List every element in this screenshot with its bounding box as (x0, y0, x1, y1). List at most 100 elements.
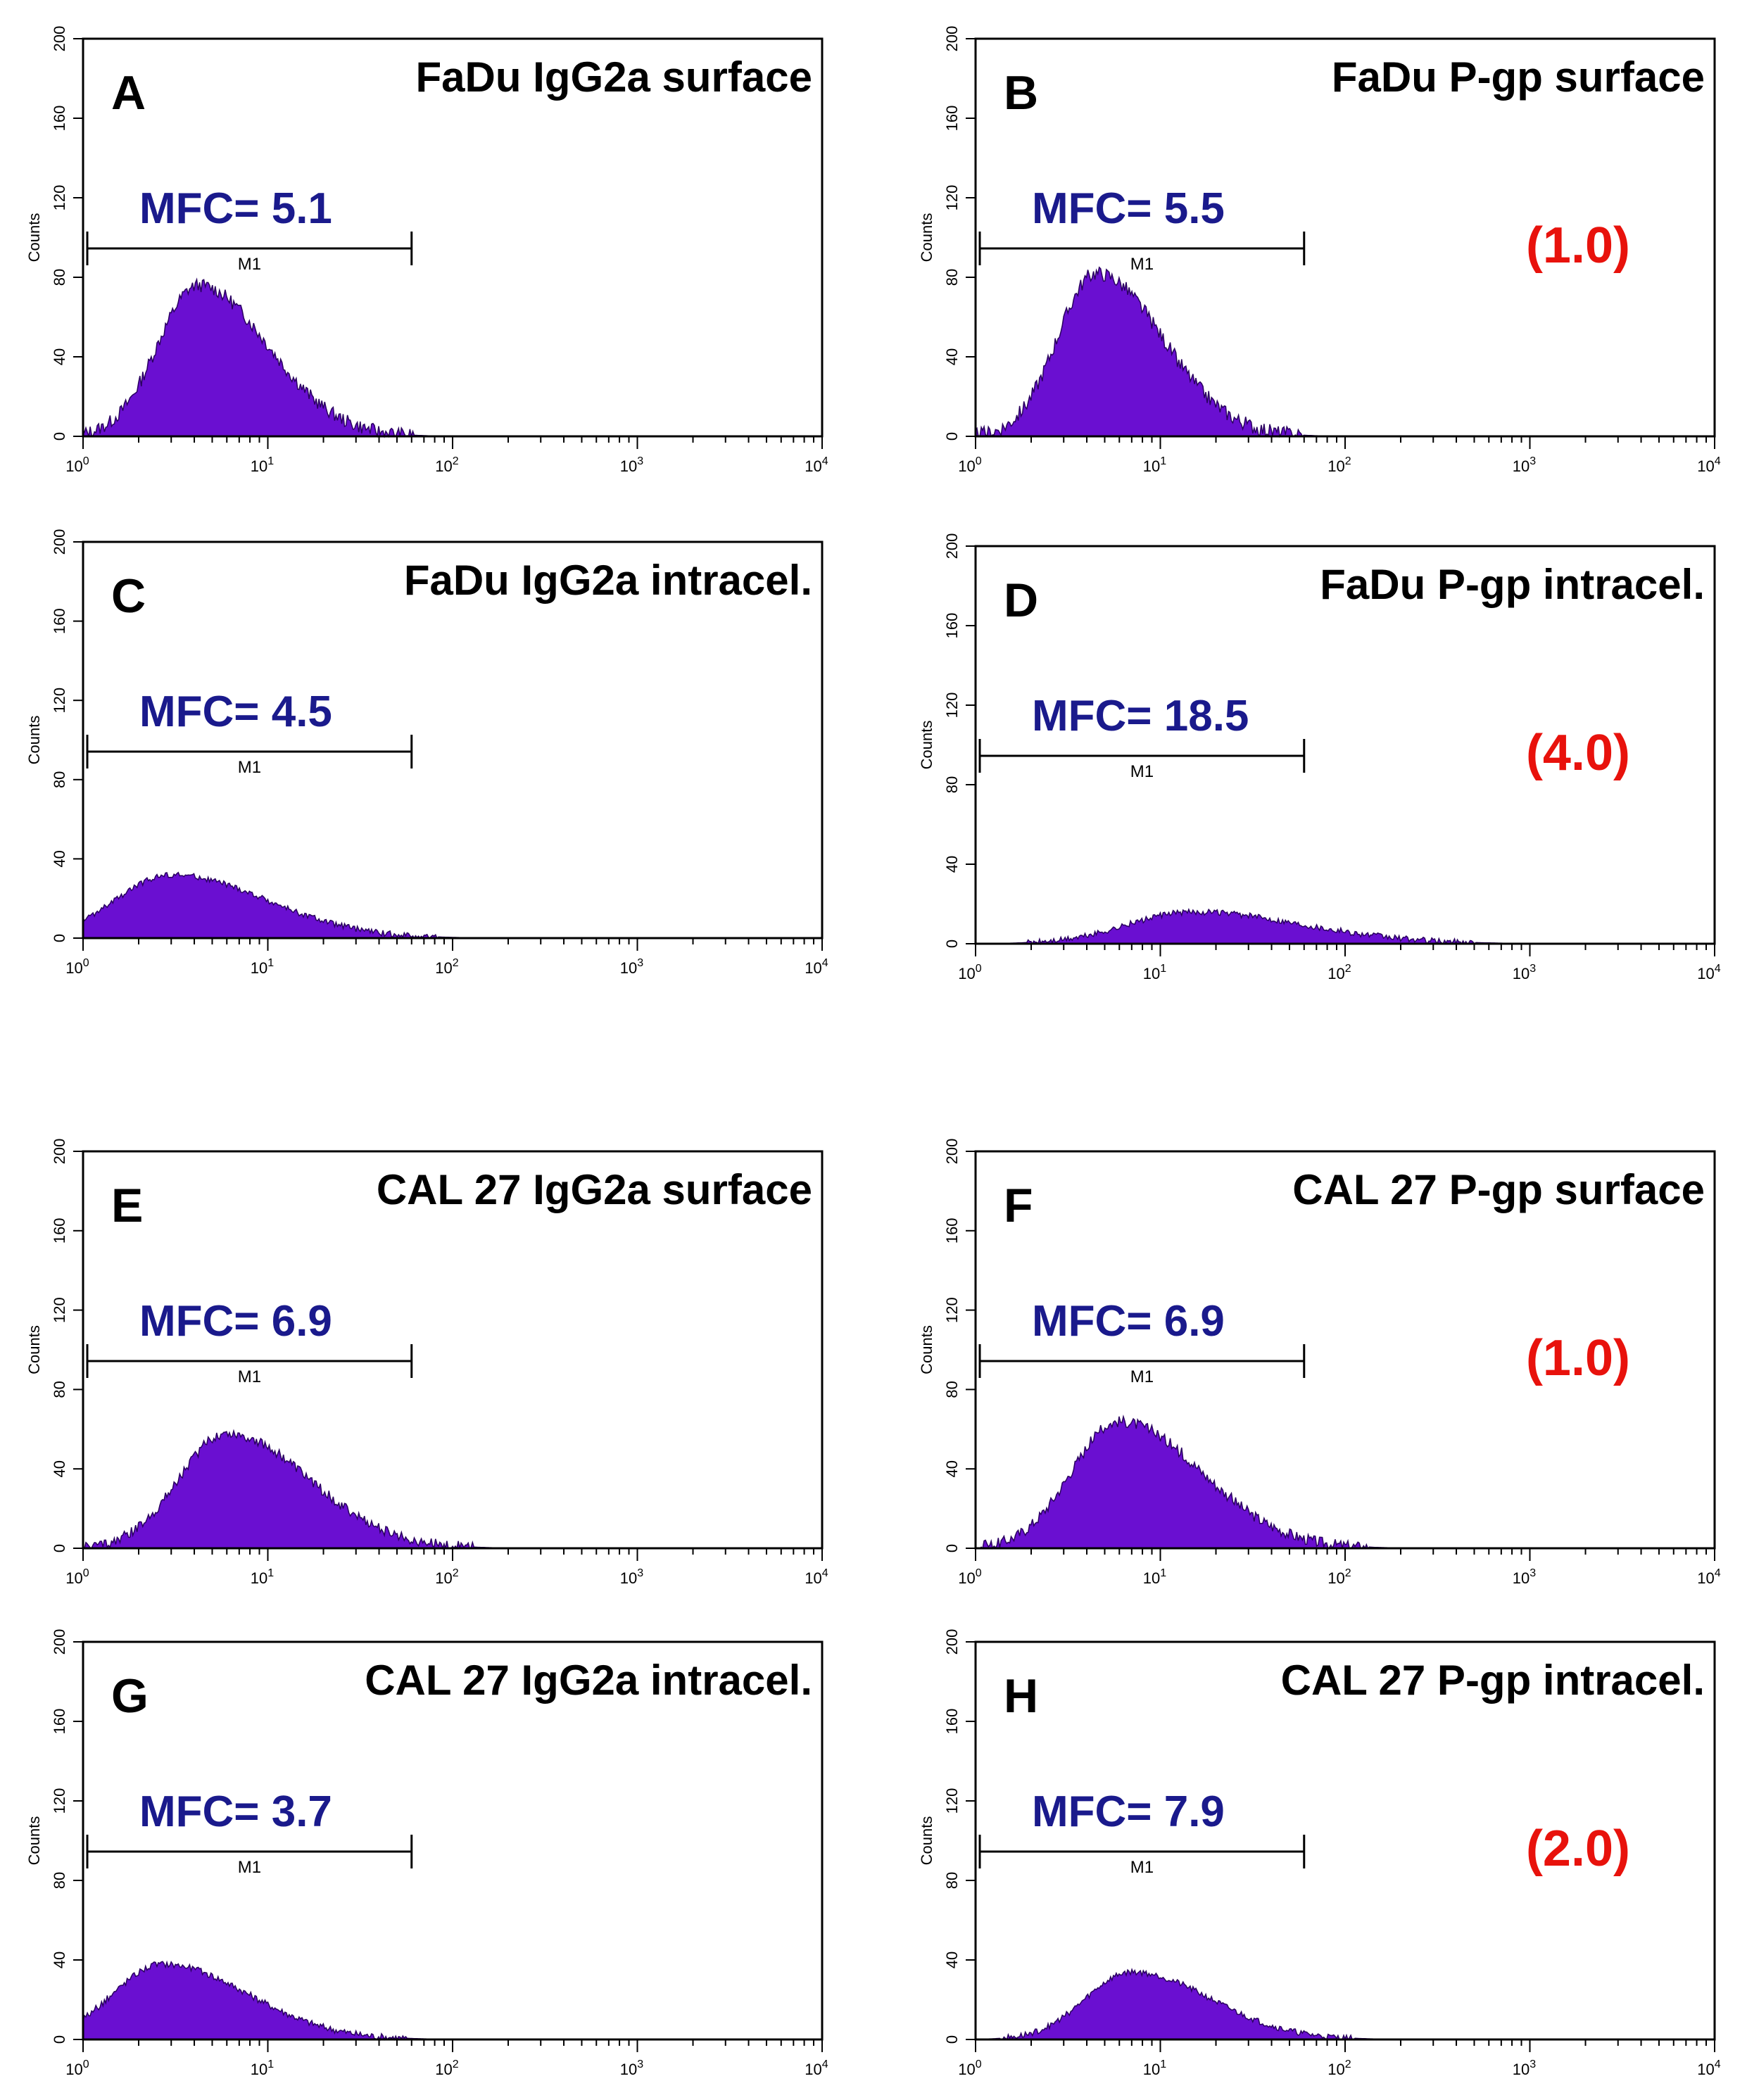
panel-b: 100 101 102 103 104 0 40 80 120 160 200 Counts M1 B Fa… (918, 26, 1721, 475)
x-tick-label: 103 (1513, 455, 1536, 475)
x-tick-label: 101 (251, 2058, 274, 2078)
mfc-value: MFC= 18.5 (1032, 692, 1249, 740)
y-tick-label: 120 (943, 692, 961, 719)
y-axis: 0 40 80 120 160 200 Counts (25, 1629, 83, 2044)
y-tick-label: 80 (51, 1872, 68, 1889)
y-tick-label: 80 (51, 771, 68, 788)
panel-title: CAL 27 P-gp surface (1292, 1166, 1705, 1213)
x-tick-label: 102 (435, 2058, 458, 2078)
panel-letter: A (111, 66, 146, 120)
panel-title: FaDu IgG2a intracel. (404, 557, 812, 604)
x-tick-label: 101 (251, 957, 274, 977)
y-tick-label: 80 (943, 1872, 961, 1889)
y-tick-label: 0 (51, 2035, 68, 2044)
panel-g: 100 101 102 103 104 0 40 80 120 160 200 Counts M1 G CA… (25, 1629, 828, 2078)
y-tick-label: 200 (943, 533, 961, 559)
gate-marker: M1 (978, 232, 1306, 274)
y-tick-label: 40 (51, 850, 68, 867)
panel-letter: D (1004, 574, 1038, 627)
y-axis-label: Counts (25, 213, 43, 262)
x-tick-label: 100 (958, 963, 981, 982)
x-tick-label: 103 (1513, 963, 1536, 982)
y-axis: 0 40 80 120 160 200 Counts (918, 533, 976, 948)
y-axis: 0 40 80 120 160 200 Counts (918, 26, 976, 441)
histogram-area (975, 908, 1715, 946)
y-tick-label: 120 (51, 1788, 68, 1814)
gate-label: M1 (238, 1858, 261, 1877)
histogram-area (975, 1415, 1715, 1550)
y-tick-label: 160 (943, 613, 961, 639)
x-axis: 100 101 102 103 104 (958, 436, 1721, 475)
x-axis: 100 101 102 103 104 (958, 2039, 1721, 2078)
panel-title: CAL 27 IgG2a intracel. (365, 1657, 812, 1704)
gate-marker: M1 (86, 232, 413, 274)
y-tick-label: 120 (51, 1297, 68, 1323)
x-tick-label: 103 (1513, 2058, 1536, 2078)
y-tick-label: 200 (51, 529, 68, 555)
x-tick-label: 104 (1697, 455, 1720, 475)
y-axis-label: Counts (918, 1325, 935, 1374)
fold-change: (1.0) (1526, 217, 1630, 274)
x-tick-label: 102 (1327, 2058, 1351, 2078)
gate-marker: M1 (86, 1344, 413, 1386)
gate-label: M1 (1130, 762, 1154, 781)
mfc-value: MFC= 6.9 (1032, 1297, 1225, 1346)
y-tick-label: 160 (51, 1709, 68, 1735)
x-tick-label: 104 (805, 1567, 828, 1587)
x-tick-label: 101 (1143, 2058, 1166, 2078)
x-tick-label: 100 (958, 1567, 981, 1587)
gate-marker: M1 (86, 1835, 413, 1877)
mfc-value: MFC= 4.5 (139, 688, 332, 736)
y-tick-label: 160 (51, 106, 68, 132)
x-tick-label: 100 (958, 455, 981, 475)
panel-e: 100 101 102 103 104 0 40 80 120 160 200 Counts M1 E CA… (25, 1139, 828, 1587)
x-tick-label: 102 (435, 1567, 458, 1587)
panel-letter: F (1004, 1179, 1033, 1232)
y-tick-label: 160 (51, 1217, 68, 1244)
x-tick-label: 101 (251, 1567, 274, 1587)
y-tick-label: 160 (943, 1217, 961, 1244)
x-tick-label: 100 (958, 2058, 981, 2078)
panel-title: CAL 27 IgG2a surface (377, 1166, 812, 1213)
mfc-value: MFC= 3.7 (139, 1788, 332, 1836)
x-tick-label: 100 (65, 455, 89, 475)
panel-d: 100 101 102 103 104 0 40 80 120 160 200 Counts M1 D Fa… (918, 533, 1721, 982)
y-tick-label: 80 (943, 776, 961, 793)
x-tick-label: 102 (1327, 455, 1351, 475)
x-tick-label: 104 (1697, 1567, 1720, 1587)
y-axis: 0 40 80 120 160 200 Counts (25, 1139, 83, 1552)
y-axis: 0 40 80 120 160 200 Counts (918, 1139, 976, 1552)
x-tick-label: 103 (620, 1567, 643, 1587)
y-tick-label: 80 (943, 269, 961, 286)
y-tick-label: 80 (51, 1381, 68, 1398)
fold-change: (4.0) (1526, 725, 1630, 781)
x-tick-label: 101 (1143, 455, 1166, 475)
y-tick-label: 120 (51, 185, 68, 211)
gate-marker: M1 (978, 1344, 1306, 1386)
y-tick-label: 120 (943, 1297, 961, 1323)
y-axis-label: Counts (918, 721, 935, 770)
histogram-area (975, 1968, 1715, 2041)
y-tick-label: 200 (51, 1629, 68, 1655)
y-tick-label: 80 (943, 1381, 961, 1398)
y-tick-label: 40 (51, 1952, 68, 1968)
gate-label: M1 (238, 758, 261, 777)
x-tick-label: 102 (1327, 963, 1351, 982)
x-tick-label: 101 (251, 455, 274, 475)
panel-letter: E (111, 1179, 143, 1232)
x-tick-label: 103 (620, 957, 643, 977)
histogram-area (82, 871, 822, 940)
x-tick-label: 104 (1697, 2058, 1720, 2078)
mfc-value: MFC= 6.9 (139, 1297, 332, 1346)
y-axis-label: Counts (918, 1816, 935, 1866)
fold-change: (2.0) (1526, 1821, 1630, 1877)
y-axis-label: Counts (25, 716, 43, 765)
x-axis: 100 101 102 103 104 (958, 1548, 1721, 1587)
panel-title: FaDu P-gp intracel. (1320, 561, 1705, 608)
x-tick-label: 101 (1143, 963, 1166, 982)
gate-label: M1 (238, 255, 261, 274)
x-axis: 100 101 102 103 104 (958, 944, 1721, 982)
y-tick-label: 0 (943, 1544, 961, 1552)
y-axis: 0 40 80 120 160 200 Counts (25, 529, 83, 942)
y-tick-label: 40 (51, 1460, 68, 1477)
